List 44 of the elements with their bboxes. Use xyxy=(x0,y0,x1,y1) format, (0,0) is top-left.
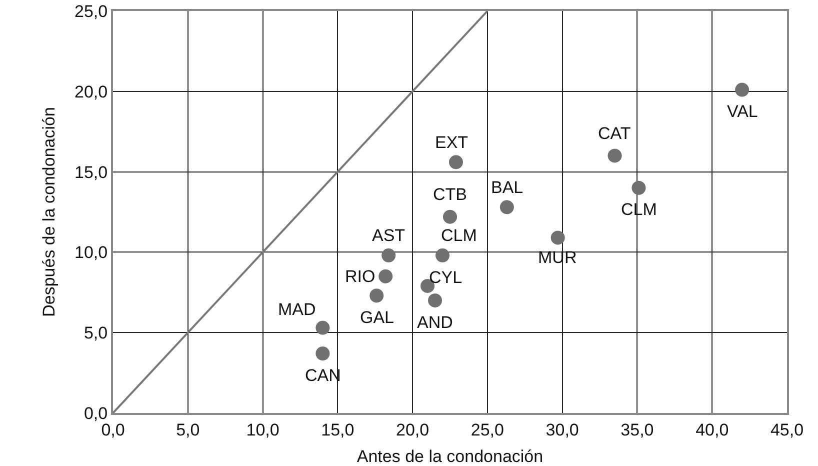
point xyxy=(378,269,393,284)
x-axis-title: Antes de la condonación xyxy=(356,447,544,466)
annotation: EXT xyxy=(435,133,468,152)
point xyxy=(370,288,384,303)
y-tick-label: 25,0 xyxy=(74,2,108,21)
x-tick-label: 35,0 xyxy=(620,420,654,440)
y-tick-label: 5,0 xyxy=(84,324,108,343)
annotation: BAL xyxy=(491,178,524,197)
y-axis-title: Después de la condonación xyxy=(40,107,59,317)
x-tick-label: 5,0 xyxy=(176,420,200,440)
point xyxy=(608,148,622,163)
y-tick-label: 15,0 xyxy=(74,162,108,182)
y-tick-label: 0,0 xyxy=(84,404,108,423)
x-tick-label: 40,0 xyxy=(696,420,729,440)
annotation: AND xyxy=(417,313,453,332)
annotation: MAD xyxy=(278,300,316,319)
annotation: CYL xyxy=(429,268,462,287)
point xyxy=(448,155,463,170)
point xyxy=(316,346,330,360)
x-tick-label: 25,0 xyxy=(470,420,504,440)
x-tick-label: 10,0 xyxy=(246,420,280,440)
x-tick-label: 30,0 xyxy=(546,420,579,440)
y-tick-label: 10,0 xyxy=(74,243,108,262)
x-tick-label: 15,0 xyxy=(321,420,354,440)
annotation: RIO xyxy=(345,267,376,286)
point xyxy=(436,248,450,262)
point xyxy=(550,230,565,245)
point xyxy=(735,82,750,97)
annotation: CTB xyxy=(433,185,467,204)
y-tick-label: 20,0 xyxy=(74,82,108,102)
point xyxy=(632,180,646,195)
annotation: CAT xyxy=(598,124,631,143)
point xyxy=(443,210,457,224)
point xyxy=(500,200,514,214)
annotation: AST xyxy=(372,226,406,245)
x-tick-label: 0,0 xyxy=(101,420,125,440)
annotation: CLM xyxy=(441,226,477,245)
x-tick-label: 45,0 xyxy=(770,420,804,440)
x-tick-label: 20,0 xyxy=(396,420,430,440)
point xyxy=(382,248,396,262)
annotation: VAL xyxy=(727,102,758,121)
point xyxy=(316,320,330,335)
annotation: GAL xyxy=(360,308,394,327)
point xyxy=(428,293,442,308)
